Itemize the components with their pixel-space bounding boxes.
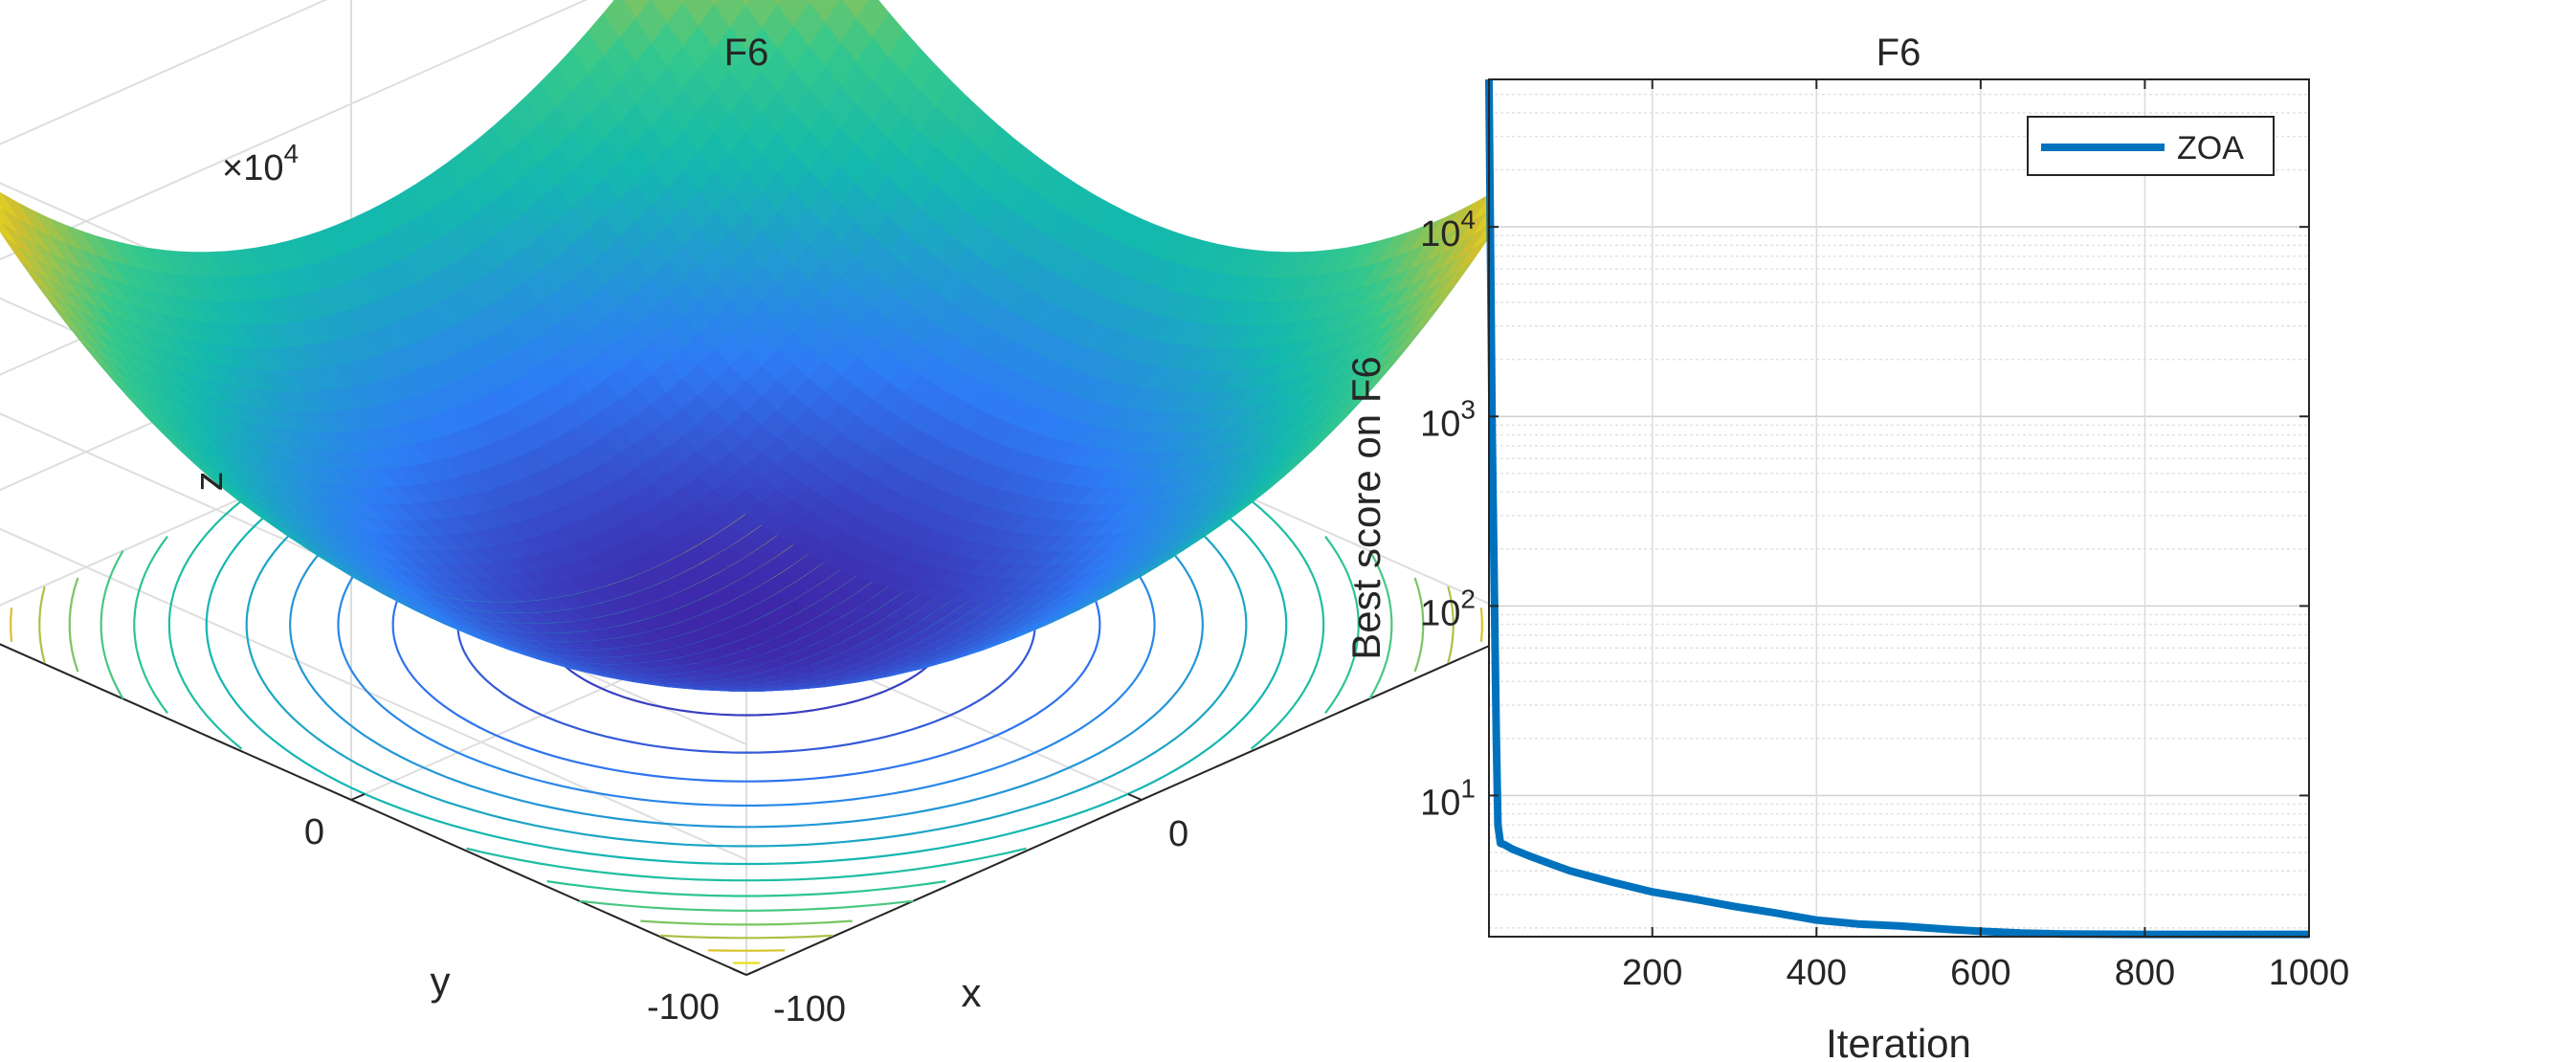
y-tick-base: 10 bbox=[1420, 783, 1460, 823]
surface-patch bbox=[711, 0, 719, 6]
grid-lines bbox=[1489, 78, 2310, 937]
x-tick bbox=[1127, 793, 1143, 801]
grid-line bbox=[0, 0, 328, 145]
surface-title: F6 bbox=[724, 32, 769, 74]
plot-area bbox=[1489, 79, 2309, 937]
surface-chart: 0.511.52-1000100-1000100 F6 x y z ×104 bbox=[0, 0, 1624, 1029]
surface-patch bbox=[774, 0, 782, 6]
y-tick-exp: 1 bbox=[1460, 773, 1476, 803]
y-tick-label: 103 bbox=[1420, 394, 1476, 444]
plot-box bbox=[1488, 78, 2310, 938]
x-axis-label: Iteration bbox=[1826, 1021, 1971, 1062]
y-tick-label: 101 bbox=[1420, 773, 1476, 823]
y-tick-label: 104 bbox=[1420, 205, 1476, 254]
series-line-zoa bbox=[1485, 78, 2309, 939]
y-tick-exp: 3 bbox=[1460, 394, 1476, 424]
x-tick-label: 1000 bbox=[2269, 953, 2350, 993]
z-multiplier: ×104 bbox=[222, 139, 299, 188]
x-tick-label: 400 bbox=[1787, 953, 1847, 993]
y-tick-label: -100 bbox=[647, 987, 720, 1028]
y-tick-label: 0 bbox=[304, 812, 324, 852]
z-multiplier-exp: 4 bbox=[283, 139, 299, 168]
surface-z-label: z bbox=[186, 472, 231, 492]
x-tick-label: 0 bbox=[1168, 814, 1188, 854]
surface-x-label: x bbox=[962, 970, 982, 1015]
legend-entry-zoa: ZOA bbox=[2177, 130, 2244, 166]
y-tick-exp: 4 bbox=[1460, 205, 1476, 234]
series-layer bbox=[1485, 78, 2309, 939]
surface-y-label: y bbox=[431, 959, 451, 1004]
x-tick-label: 800 bbox=[2115, 953, 2175, 993]
grid-line bbox=[0, 527, 747, 861]
y-tick bbox=[350, 793, 366, 801]
x-tick-label: 600 bbox=[1950, 953, 2010, 993]
surface-patch bbox=[742, 0, 751, 7]
y-tick bbox=[745, 968, 761, 976]
y-tick-base: 10 bbox=[1420, 214, 1460, 254]
y-tick-base: 10 bbox=[1420, 404, 1460, 444]
y-tick-label: 102 bbox=[1420, 584, 1476, 633]
x-tick bbox=[732, 968, 747, 976]
surface-mesh bbox=[0, 0, 1538, 692]
chart-title: F6 bbox=[1876, 32, 1921, 74]
y-tick-base: 10 bbox=[1420, 593, 1460, 633]
x-tick-label: 200 bbox=[1622, 953, 1682, 993]
grid-line bbox=[0, 0, 588, 261]
x-tick-label: -100 bbox=[773, 989, 846, 1029]
y-tick-exp: 2 bbox=[1460, 584, 1476, 613]
z-multiplier-base: ×10 bbox=[222, 148, 283, 188]
legend: ZOA bbox=[2027, 116, 2275, 176]
y-axis-label: Best score on F6 bbox=[1344, 356, 1388, 659]
